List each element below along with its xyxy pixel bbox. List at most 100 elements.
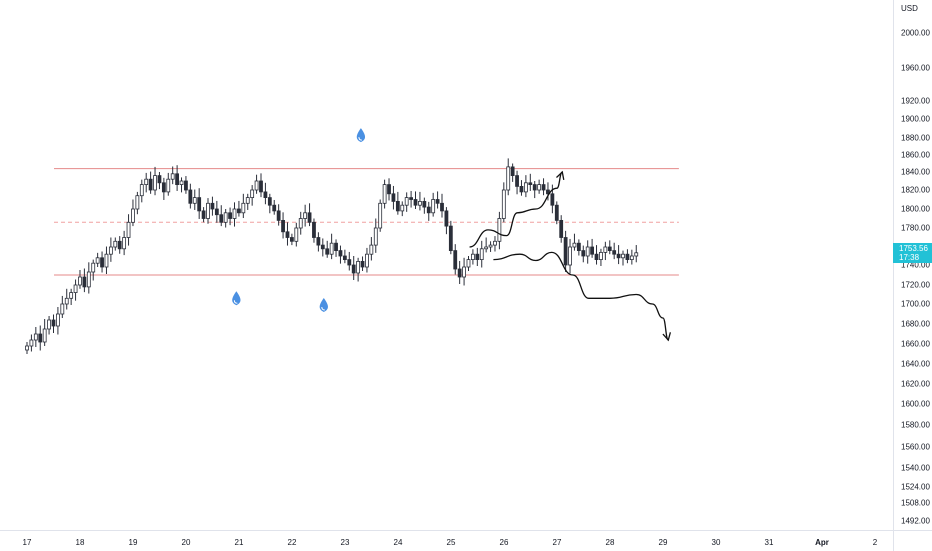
- candle-body: [426, 206, 431, 214]
- water-drop-highlight: [321, 306, 325, 311]
- price-tick-label: 1780.00: [901, 223, 930, 233]
- candle-body: [148, 178, 153, 191]
- price-axis[interactable]: USD 2000.00 1960.00 1920.00 1900.00 1880.00 1…: [893, 0, 932, 550]
- candle-body: [594, 253, 599, 260]
- candle-body: [91, 262, 96, 273]
- currency-label: USD: [901, 4, 918, 13]
- candle-body: [241, 202, 246, 214]
- candle-body: [325, 248, 330, 255]
- time-tick-label: 29: [658, 538, 668, 547]
- candle-body: [462, 266, 466, 278]
- price-chart[interactable]: [0, 0, 893, 530]
- candle-body: [471, 253, 475, 260]
- candle-body: [267, 197, 272, 206]
- candle-body: [223, 212, 228, 223]
- price-tick-label: 1492.00: [901, 516, 930, 526]
- candle-body: [554, 204, 559, 221]
- price-tick-label: 1860.00: [901, 150, 930, 160]
- candle-body: [519, 185, 524, 193]
- candle-body: [568, 246, 572, 266]
- candle-body: [418, 200, 422, 206]
- candle-body: [466, 259, 471, 268]
- price-tick-label: 1900.00: [901, 114, 930, 124]
- candle-body: [201, 210, 206, 219]
- candle-body: [497, 218, 502, 242]
- candle-body: [95, 257, 100, 264]
- candle-body: [25, 345, 29, 351]
- candle-body: [210, 202, 215, 210]
- price-tick-label: 1508.00: [901, 498, 930, 508]
- time-tick-label: 19: [128, 538, 138, 547]
- candle-body: [60, 303, 65, 315]
- candle-body: [334, 242, 338, 251]
- candle-body: [192, 197, 197, 204]
- candle-body: [360, 260, 365, 268]
- candle-body: [373, 227, 378, 246]
- candle-body: [82, 276, 87, 288]
- candle-body: [338, 250, 343, 257]
- price-tick-label: 1700.00: [901, 299, 930, 309]
- water-drop-highlight: [358, 137, 362, 141]
- price-tick-label: 1800.00: [901, 204, 930, 214]
- candle-body: [550, 193, 555, 206]
- price-tick-label: 1660.00: [901, 339, 930, 349]
- candle-body: [73, 284, 78, 293]
- candle-body: [254, 180, 259, 191]
- candle-body: [320, 244, 325, 250]
- candle-body: [404, 197, 409, 206]
- candle-body: [585, 246, 590, 257]
- candle-body: [56, 313, 60, 327]
- candle-body: [100, 257, 104, 268]
- price-tick-label: 1740.00: [901, 260, 930, 270]
- time-tick-label: 24: [393, 538, 403, 547]
- price-tick-label: 1840.00: [901, 167, 930, 177]
- price-tick-label: 1880.00: [901, 133, 930, 143]
- candle-body: [413, 199, 418, 206]
- candle-body: [347, 259, 352, 266]
- candle-body: [378, 202, 383, 229]
- price-tick-label: 1920.00: [901, 96, 930, 106]
- bar-countdown: 17:38: [899, 252, 920, 262]
- candle-body: [29, 339, 34, 347]
- price-tick-label: 1524.00: [901, 482, 930, 492]
- candle-body: [440, 202, 444, 212]
- candle-body: [289, 237, 294, 242]
- candle-body: [188, 189, 193, 204]
- candle-body: [599, 251, 603, 260]
- candle-body: [285, 231, 290, 238]
- candle-body: [488, 244, 493, 248]
- bullish-projection-path: [469, 171, 563, 248]
- time-tick-label: 23: [340, 538, 350, 547]
- candle-body: [625, 253, 630, 260]
- water-drop-highlight: [233, 300, 238, 304]
- time-tick-label: 21: [234, 538, 244, 547]
- candle-body: [144, 178, 149, 185]
- candle-body: [78, 276, 82, 286]
- price-tick-label: 1820.00: [901, 185, 930, 195]
- candle-body: [281, 219, 285, 233]
- candle-body: [42, 328, 47, 343]
- time-tick-label: 31: [764, 538, 774, 547]
- candle-body: [276, 210, 281, 221]
- candle-body: [184, 180, 188, 191]
- chart-area[interactable]: [0, 0, 893, 530]
- bearish-projection-path: [493, 251, 669, 341]
- candle-body: [422, 200, 427, 208]
- candle-body: [634, 252, 639, 257]
- candle-body: [206, 202, 210, 219]
- candle-body: [294, 227, 299, 242]
- candle-body: [64, 297, 69, 305]
- candle-body: [122, 237, 127, 250]
- candle-body: [351, 264, 356, 274]
- candle-body: [272, 204, 277, 212]
- price-tick-label: 1600.00: [901, 399, 930, 409]
- candle-body: [316, 237, 321, 246]
- time-tick-label: 26: [499, 538, 509, 547]
- price-tick-label: 1680.00: [901, 319, 930, 329]
- candle-body: [528, 182, 533, 186]
- candle-body: [576, 242, 581, 251]
- price-tick-label: 1540.00: [901, 463, 930, 473]
- candle-body: [86, 271, 91, 288]
- candle-body: [263, 191, 268, 198]
- time-axis[interactable]: 17 18 19 20 21 22 23 24 25 26 27 28 29 30 31 Apr 2: [0, 530, 893, 551]
